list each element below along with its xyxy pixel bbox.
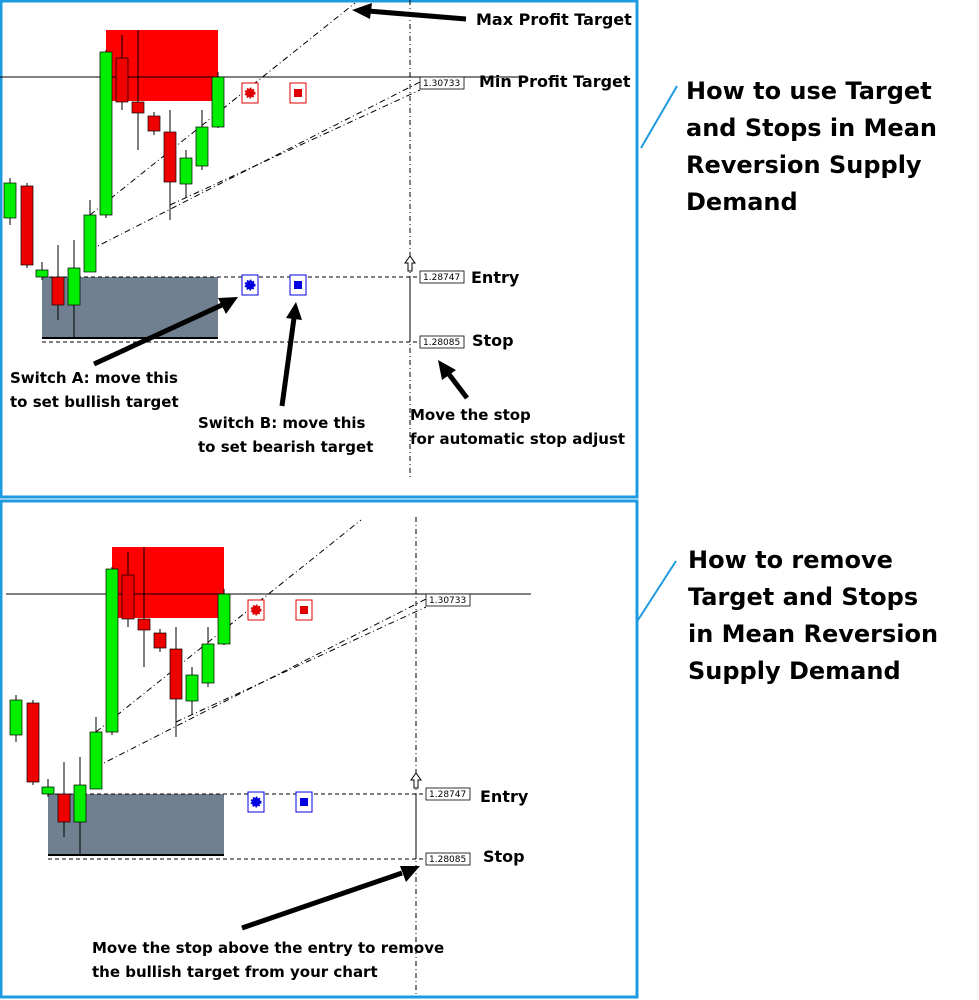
price-label: 1.28747	[429, 790, 466, 800]
price-label: 1.30733	[423, 79, 460, 89]
chart: 1.30733 1.28747 1.28085	[0, 0, 525, 480]
entry-label: Entry	[471, 268, 520, 287]
note: Move the stop above the entry to remove	[92, 939, 444, 957]
candle-body	[35, 269, 49, 278]
candle-body	[26, 702, 40, 783]
entry-arrow	[410, 772, 422, 789]
arrows	[92, 3, 469, 931]
caption-pointer	[637, 560, 677, 621]
note: to set bullish target	[10, 393, 179, 411]
stop-label: Stop	[483, 847, 525, 866]
price-label: 1.28085	[423, 338, 460, 348]
candle-body	[3, 182, 17, 219]
candle-body	[153, 632, 167, 649]
switch-icon	[244, 87, 256, 99]
entry-label: Entry	[480, 787, 529, 806]
candle-body	[147, 115, 161, 132]
candle-body	[73, 784, 87, 823]
note: Move the stop	[410, 406, 531, 424]
caption: How to remove	[688, 546, 893, 574]
price-label: 1.30733	[429, 596, 466, 606]
price-box	[419, 270, 465, 284]
caption: Supply Demand	[688, 657, 901, 685]
candle-body	[57, 793, 71, 823]
price-box	[425, 852, 471, 866]
switch-icon	[300, 606, 308, 614]
candle-body	[115, 57, 129, 103]
switch-icon	[244, 279, 256, 291]
switch-icon	[294, 89, 302, 97]
candle-body	[89, 731, 103, 790]
price-box	[425, 787, 471, 801]
candle-body	[131, 101, 145, 114]
caption: Demand	[686, 188, 798, 216]
candle-body	[99, 51, 113, 216]
chart: 1.30733 1.28747 1.28085	[6, 517, 531, 997]
candle-body	[185, 674, 199, 702]
candle-body	[51, 276, 65, 306]
candle-body	[217, 593, 231, 645]
price-label: 1.28747	[423, 273, 460, 283]
switch-icon	[250, 796, 262, 808]
price-box	[419, 76, 465, 90]
stop-label: Stop	[472, 331, 514, 350]
candle-body	[211, 76, 225, 128]
candle-body	[20, 185, 34, 266]
candle-body	[121, 574, 135, 620]
candle-body	[169, 648, 183, 700]
candle-body	[105, 568, 119, 733]
candle-body	[163, 131, 177, 183]
caption: Target and Stops	[688, 583, 918, 611]
caption: in Mean Reversion	[688, 620, 938, 648]
candle-body	[137, 618, 151, 631]
switch-icon	[294, 281, 302, 289]
switch-icon	[300, 798, 308, 806]
caption-pointer	[640, 85, 678, 149]
candle-body	[195, 126, 209, 167]
candle-body	[83, 214, 97, 273]
max-target-label: Max Profit Target	[476, 10, 632, 29]
caption: and Stops in Mean	[686, 114, 937, 142]
caption: Reversion Supply	[686, 151, 922, 179]
note: the bullish target from your chart	[92, 963, 378, 981]
min-target-label: Min Profit Target	[479, 72, 631, 91]
price-label: 1.28085	[429, 855, 466, 865]
price-box	[419, 335, 465, 349]
note: for automatic stop adjust	[410, 430, 625, 448]
note: to set bearish target	[198, 438, 373, 456]
candle-body	[41, 786, 55, 795]
switch-icon	[250, 604, 262, 616]
note: Switch B: move this	[198, 414, 366, 432]
candle-body	[201, 643, 215, 684]
candle-body	[179, 157, 193, 185]
entry-arrow	[404, 255, 416, 272]
note: Switch A: move this	[10, 369, 178, 387]
caption: How to use Target	[686, 77, 932, 105]
candle-body	[9, 699, 23, 736]
candle-body	[67, 267, 81, 306]
price-box	[425, 593, 471, 607]
